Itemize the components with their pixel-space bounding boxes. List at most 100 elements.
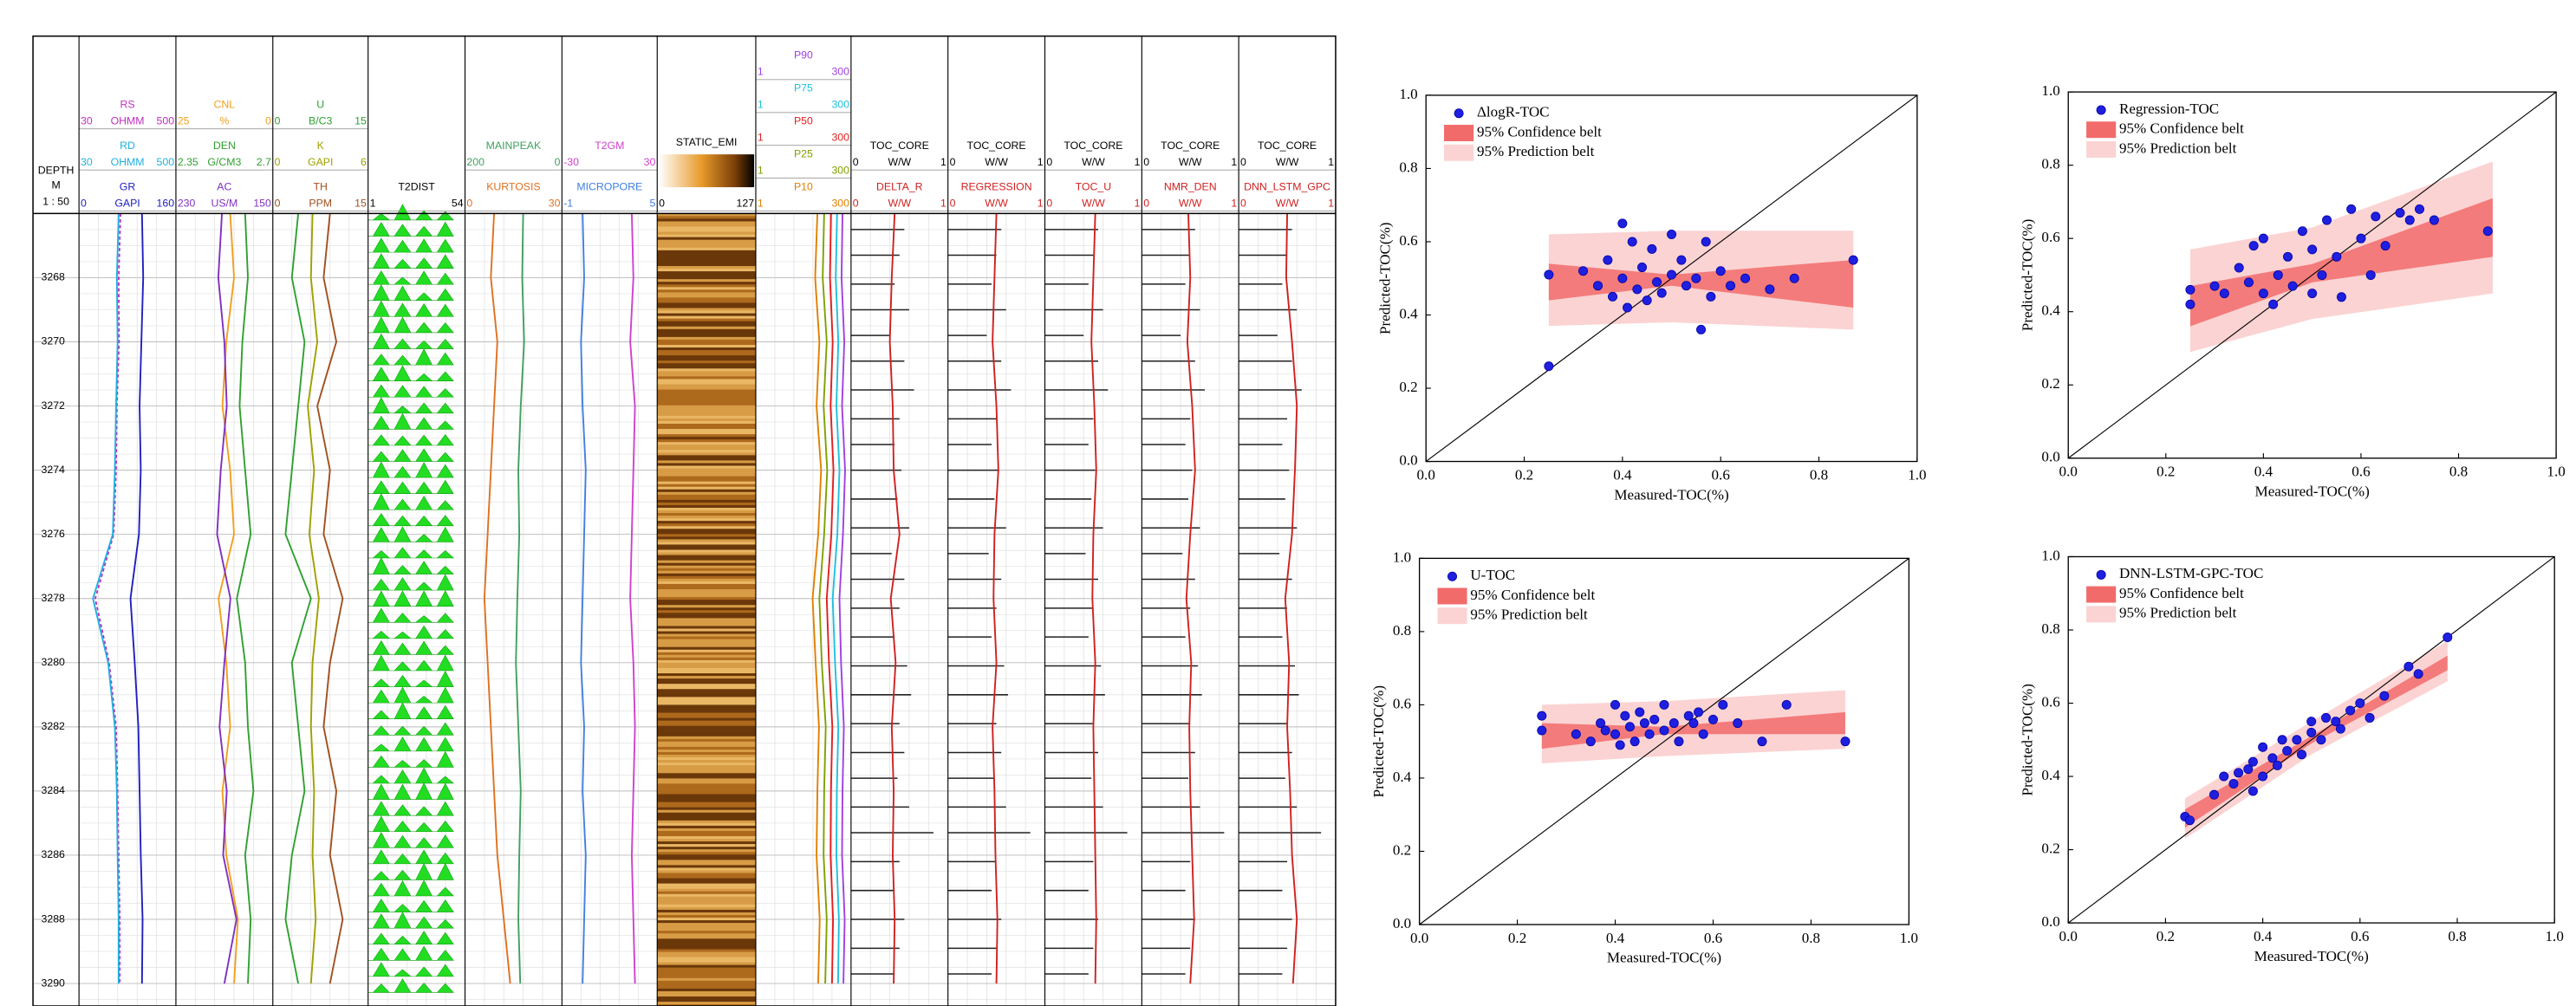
point (2185, 299, 2195, 309)
image-band (657, 865, 756, 868)
scale-max: 300 (831, 131, 849, 143)
curve-name: GR (120, 180, 136, 192)
curve-name: DEN (213, 140, 236, 152)
curve-name: AC (217, 180, 231, 192)
x-tick-label: 0.8 (1810, 467, 1828, 484)
y-axis-label: Predicted-TOC(%) (2020, 219, 2036, 331)
point (1669, 718, 1679, 729)
x-tick-label: 0.0 (1417, 467, 1435, 484)
spectrum-peak (368, 945, 454, 961)
image-band (657, 912, 756, 916)
image-band (657, 597, 756, 600)
image-band (657, 392, 756, 395)
image-band (657, 526, 756, 529)
spectrum-peak (368, 365, 454, 381)
scale-max: 1 (1038, 197, 1044, 209)
log-curve (811, 213, 823, 984)
image-band (657, 229, 756, 232)
y-axis-label: Predicted-TOC(%) (1377, 223, 1394, 334)
point (1642, 295, 1652, 306)
scale-max: 500 (157, 156, 175, 168)
image-band (657, 736, 756, 740)
image-band (657, 659, 756, 664)
image-band (657, 834, 756, 837)
image-band (657, 920, 756, 924)
image-band (657, 852, 756, 855)
image-band (657, 410, 756, 414)
scale-min: 230 (178, 197, 196, 209)
point (2247, 786, 2258, 796)
image-band (657, 366, 756, 369)
image-band (657, 822, 756, 827)
point (2482, 226, 2493, 237)
image-band (657, 542, 756, 545)
image-band (657, 657, 756, 661)
image-band (657, 450, 756, 453)
image-band (657, 455, 756, 458)
scale-max: 1 (940, 156, 946, 168)
image-band (657, 909, 756, 913)
image-band (657, 938, 756, 942)
point (1610, 729, 1621, 739)
depth-tick-label: 3284 (42, 784, 66, 796)
legend-label: DNN-LSTM-GPC-TOC (2119, 565, 2263, 581)
image-band (657, 350, 756, 354)
image-band (657, 252, 756, 256)
image-band (657, 931, 756, 934)
legend-swatch (1437, 587, 1467, 605)
point (2395, 208, 2405, 218)
scale-min: 0 (81, 197, 87, 209)
image-band (657, 886, 756, 889)
image-band (657, 628, 756, 632)
log-curve (992, 213, 999, 984)
point (2209, 789, 2220, 800)
curve-name: KURTOSIS (486, 180, 540, 192)
spectrum-peak (368, 639, 454, 655)
y-axis-label: Predicted-TOC(%) (1370, 685, 1387, 797)
image-band (657, 347, 756, 351)
spectrum-peak (368, 722, 454, 736)
image-band (657, 786, 756, 789)
scale-max: 0 (265, 114, 271, 127)
image-band (657, 216, 756, 219)
scale-max: 1 (1135, 197, 1141, 209)
scale-min: 30 (81, 156, 93, 168)
image-band (657, 568, 756, 571)
image-band (657, 946, 756, 950)
point (1630, 737, 1640, 747)
point (2297, 226, 2307, 237)
legend-label: 95% Prediction belt (1477, 143, 1595, 159)
image-band (657, 239, 756, 243)
spectrum-peak (368, 654, 454, 672)
point (2234, 768, 2244, 778)
image-band (657, 588, 756, 593)
image-band (657, 263, 756, 267)
image-band (657, 923, 756, 926)
image-band (657, 962, 756, 965)
point (2185, 284, 2195, 295)
image-band (657, 980, 756, 984)
scale-max: 6 (361, 156, 367, 168)
image-band (657, 667, 756, 672)
y-tick-label: 0.0 (2041, 913, 2059, 930)
image-band (657, 555, 756, 558)
log-frame (32, 35, 1337, 1006)
scale-min: 1 (758, 164, 764, 176)
image-band (657, 862, 756, 866)
image-band (657, 518, 756, 522)
image-band (657, 755, 756, 758)
image-band (657, 925, 756, 929)
point (2219, 289, 2229, 299)
point (1656, 288, 1667, 298)
curve-name: MICROPORE (576, 180, 642, 192)
x-tick-label: 0.4 (2254, 464, 2274, 480)
point (2296, 750, 2306, 760)
scale-max: 5 (650, 197, 656, 209)
image-band (657, 534, 756, 537)
image-band (657, 573, 756, 577)
point (1740, 273, 1751, 283)
image-band (657, 547, 756, 550)
curve-name: MAINPEAK (486, 140, 542, 152)
x-tick-label: 0.0 (1410, 930, 1428, 946)
image-band (657, 549, 756, 553)
